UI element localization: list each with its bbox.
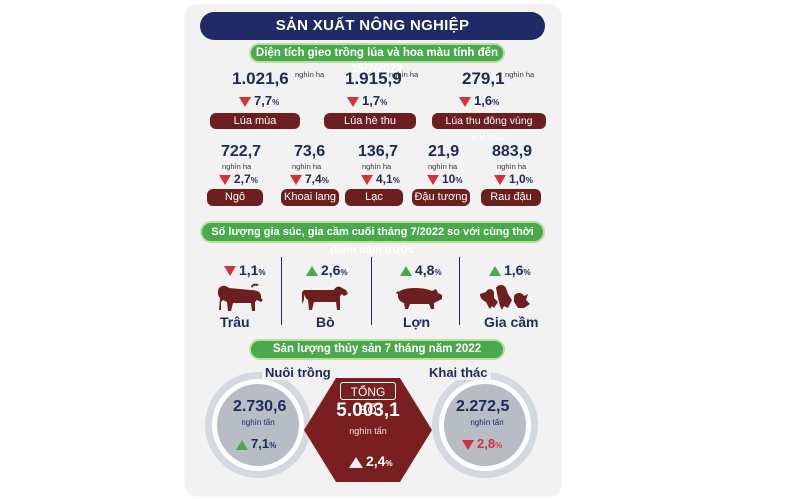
rice-label: Lúa mùa [210, 113, 300, 129]
rice-value: 1.021,6 [232, 69, 289, 88]
rice-change: 1,7% [347, 93, 387, 108]
pig-icon [396, 288, 442, 309]
crop-unit: nghìn ha [222, 162, 252, 171]
crop-label: Ngô [207, 189, 263, 206]
down-arrow-icon [494, 174, 506, 185]
livestock-change: 2,6% [306, 262, 348, 278]
livestock-change: 1,1% [224, 262, 266, 278]
poultry-icon [480, 285, 530, 310]
rice-unit: nghìn ha [505, 70, 535, 79]
rice-label: Lúa hè thu [324, 113, 416, 129]
crop-change: 2,7% [219, 172, 258, 186]
crop-unit: nghìn ha [292, 162, 322, 171]
total-label: TỔNG SỐ [340, 382, 396, 417]
crop-unit: nghìn ha [497, 162, 527, 171]
section-header-livestock: Số lượng gia súc, gia cầm cuối tháng 7/2… [200, 221, 545, 256]
down-arrow-icon [462, 439, 474, 450]
crop-change: 1,0% [494, 172, 533, 186]
divider [371, 257, 372, 325]
livestock-label: Lợn [403, 314, 431, 330]
down-arrow-icon [361, 174, 373, 185]
down-arrow-icon [427, 174, 439, 185]
section-header-area: Diện tích gieo trồng lúa và hoa màu tính… [249, 43, 505, 75]
farming-circle-core [217, 384, 299, 466]
livestock-label: Gia cầm [484, 314, 539, 330]
farming-value: 2.730,6 [233, 398, 287, 415]
page-title: SẢN XUẤT NÔNG NGHIỆP [200, 12, 545, 40]
rice-change: 7,7% [239, 93, 279, 108]
up-arrow-icon [306, 266, 318, 277]
crop-value: 136,7 [358, 143, 399, 160]
rice-label: Lúa thu đông vùng ĐBSCL [432, 113, 546, 143]
down-arrow-icon [224, 266, 236, 277]
crop-value: 722,7 [221, 143, 262, 160]
up-arrow-icon [400, 266, 412, 277]
crop-label: Rau đậu [481, 189, 541, 206]
rice-unit: nghìn ha [389, 70, 419, 79]
total-value: 5.003,1 [336, 400, 400, 421]
section-header-fishery: Sản lượng thủy sản 7 tháng năm 2022 [249, 339, 505, 360]
down-arrow-icon [347, 96, 359, 107]
livestock-label: Trâu [220, 314, 250, 330]
farming-unit: nghìn tấn [241, 418, 275, 427]
crop-unit: nghìn ha [428, 162, 458, 171]
livestock-label: Bò [316, 314, 335, 330]
crop-change: 7,4% [290, 172, 329, 186]
farming-label: Nuôi trồng [262, 365, 334, 380]
farming-change: 7,1% [236, 436, 276, 451]
down-arrow-icon [239, 96, 251, 107]
rice-change: 1,6% [459, 93, 499, 108]
rice-value: 1.915,9 [345, 69, 402, 88]
catch-change: 2,8% [462, 436, 502, 451]
down-arrow-icon [459, 96, 471, 107]
livestock-change: 1,6% [489, 262, 531, 278]
total-unit: nghìn tấn [349, 426, 387, 436]
up-arrow-icon [236, 439, 248, 450]
crop-change: 4,1% [361, 172, 400, 186]
cow-icon [302, 286, 348, 310]
total-hexagon [304, 378, 432, 482]
crop-label: Đậu tương [412, 189, 470, 206]
catch-label: Khai thác [426, 365, 491, 380]
down-arrow-icon [219, 174, 231, 185]
buffalo-icon [217, 283, 263, 311]
total-change: 2,4% [349, 453, 393, 469]
catch-circle-core [444, 384, 526, 466]
crop-value: 21,9 [428, 143, 460, 160]
livestock-change: 4,8% [400, 262, 442, 278]
crop-label: Lạc [345, 189, 403, 206]
crop-unit: nghìn ha [362, 162, 392, 171]
divider [459, 257, 460, 325]
crop-label: Khoai lang [281, 189, 339, 206]
catch-unit: nghìn tấn [470, 418, 504, 427]
crop-value: 883,9 [492, 143, 533, 160]
rice-unit: nghìn ha [295, 70, 325, 79]
down-arrow-icon [290, 174, 302, 185]
crop-change: 10% [427, 172, 462, 186]
divider [281, 257, 282, 325]
catch-value: 2.272,5 [456, 398, 510, 415]
crop-value: 73,6 [294, 143, 326, 160]
up-arrow-icon [489, 266, 501, 277]
up-arrow-icon [349, 456, 363, 468]
rice-value: 279,1 [462, 69, 505, 88]
